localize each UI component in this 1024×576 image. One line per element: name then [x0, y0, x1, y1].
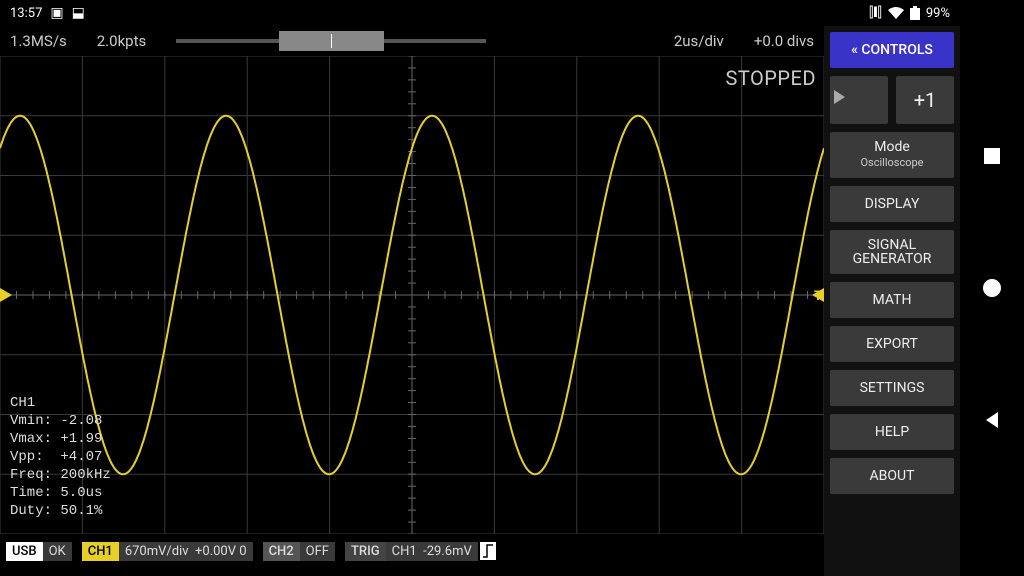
controls-sidebar: « CONTROLS +1 Mode Oscilloscope DISPLAY … — [824, 26, 960, 576]
export-button[interactable]: EXPORT — [830, 326, 954, 362]
ch2-chip[interactable]: CH2 OFF — [263, 540, 335, 562]
wifi-icon — [888, 7, 904, 19]
usb-status-chip[interactable]: USB OK — [6, 540, 72, 562]
play-icon — [830, 88, 848, 106]
trigger-edge-icon — [480, 542, 496, 560]
record-points: 2.0kpts — [97, 32, 147, 50]
math-button[interactable]: MATH — [830, 282, 954, 318]
download-icon: ⬓ — [72, 6, 85, 20]
trigger-chip[interactable]: TRIG CH1 -29.6mV — [345, 540, 496, 562]
bottom-channel-bar: USB OK CH1 670mV/div +0.00V 0 CH2 OFF TR… — [6, 540, 818, 562]
sample-rate: 1.3MS/s — [10, 32, 67, 50]
oscilloscope-display[interactable]: T STOPPED CH1 Vmin: -2.08 Vmax: +1.99 Vp… — [0, 56, 824, 534]
svg-text:T: T — [814, 289, 822, 304]
android-nav-bar — [960, 0, 1024, 576]
android-status-bar: 13:57 ▣ ⬓ ⫿❙⫿ 99% — [0, 0, 960, 26]
vibrate-icon: ⫿❙⫿ — [869, 6, 882, 20]
triangle-left-icon — [983, 411, 1001, 429]
trig-label: TRIG — [345, 542, 386, 561]
nav-recents-button[interactable] — [982, 146, 1002, 166]
nav-back-button[interactable] — [982, 410, 1002, 430]
circle-icon — [982, 278, 1002, 298]
measurements-panel: CH1 Vmin: -2.08 Vmax: +1.99 Vpp: +4.07 F… — [10, 394, 111, 520]
battery-icon — [910, 6, 920, 20]
help-button[interactable]: HELP — [830, 414, 954, 450]
ch1-chip[interactable]: CH1 670mV/div +0.00V 0 — [82, 540, 253, 562]
play-button[interactable] — [830, 76, 888, 124]
ch2-value: OFF — [300, 542, 335, 561]
ch2-label: CH2 — [263, 542, 300, 561]
timeline-scrubber[interactable] — [176, 31, 486, 51]
usb-value: OK — [43, 542, 72, 561]
time-offset: +0.0 divs — [754, 32, 814, 50]
signal-generator-button[interactable]: SIGNAL GENERATOR — [830, 230, 954, 274]
battery-pct: 99% — [926, 6, 950, 21]
display-button[interactable]: DISPLAY — [830, 186, 954, 222]
usb-label: USB — [6, 542, 43, 561]
settings-button[interactable]: SETTINGS — [830, 370, 954, 406]
image-icon: ▣ — [50, 6, 63, 20]
about-button[interactable]: ABOUT — [830, 458, 954, 494]
controls-toggle-button[interactable]: « CONTROLS — [830, 32, 954, 68]
nav-home-button[interactable] — [982, 278, 1002, 298]
single-capture-button[interactable]: +1 — [896, 76, 954, 124]
clock: 13:57 — [10, 6, 42, 21]
ch1-label: CH1 — [82, 542, 119, 561]
square-icon — [983, 147, 1001, 165]
top-info-bar: 1.3MS/s 2.0kpts 2us/div +0.0 divs — [0, 26, 824, 56]
time-per-div: 2us/div — [674, 32, 724, 50]
mode-button[interactable]: Mode Oscilloscope — [830, 132, 954, 178]
acquisition-status: STOPPED — [725, 66, 816, 90]
